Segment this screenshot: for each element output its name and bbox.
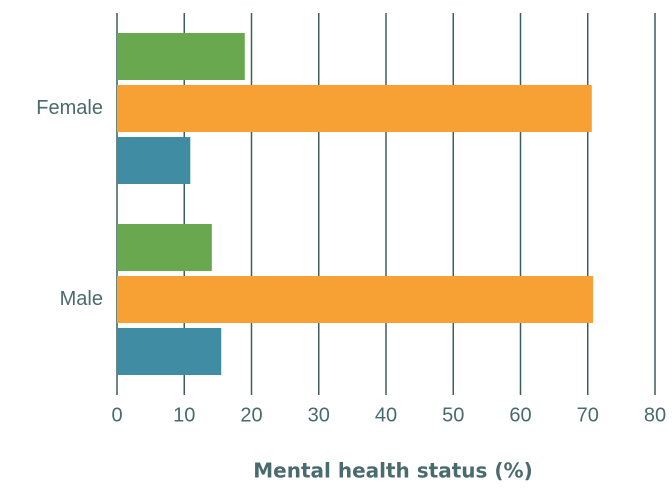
bar: [117, 224, 212, 271]
bar: [117, 85, 592, 132]
bar: [117, 328, 222, 375]
x-tick-label: 70: [577, 404, 599, 426]
x-tick-label: 30: [308, 404, 330, 426]
x-axis-title: Mental health status (%): [253, 459, 532, 483]
y-tick-label: Female: [36, 97, 103, 119]
bar: [117, 276, 594, 323]
x-tick-label: 10: [173, 404, 195, 426]
x-tick-label: 0: [111, 404, 122, 426]
x-tick-label: 50: [442, 404, 464, 426]
y-tick-label: Male: [60, 288, 103, 310]
x-tick-label: 40: [375, 404, 397, 426]
bar: [117, 137, 191, 184]
x-tick-label: 20: [240, 404, 262, 426]
x-tick-label: 80: [644, 404, 666, 426]
bar: [117, 33, 245, 80]
x-tick-label: 60: [509, 404, 531, 426]
